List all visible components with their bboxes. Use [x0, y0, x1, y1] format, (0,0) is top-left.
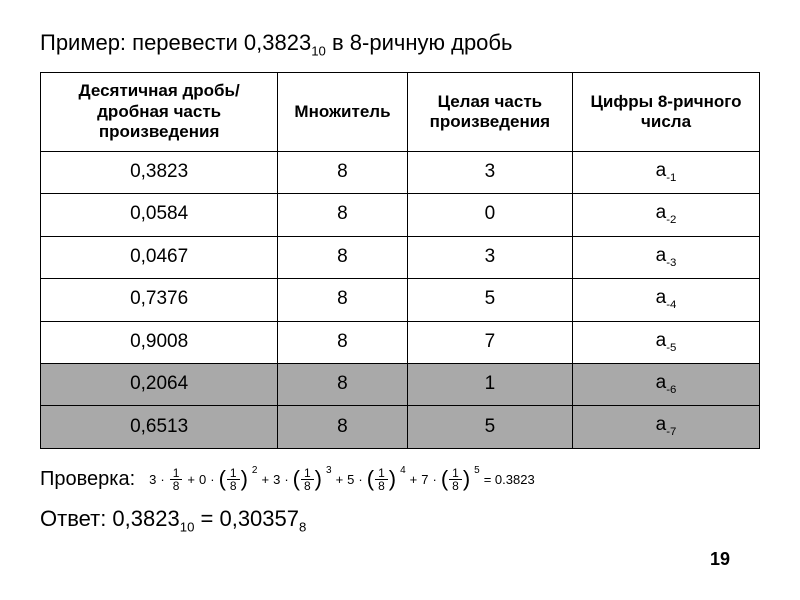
- cell-fraction: 0,9008: [41, 321, 278, 363]
- cell-fraction: 0,0467: [41, 236, 278, 278]
- cell-fraction: 0,0584: [41, 194, 278, 236]
- page-number: 19: [710, 549, 730, 570]
- verification-line: Проверка: 3 · 18 + 0 · (18)2 + 3 · (18)3…: [40, 467, 760, 492]
- term-exponent: 2: [252, 465, 258, 476]
- plus-sign: +: [187, 472, 195, 487]
- table-row: 0,737685а-4: [41, 279, 760, 321]
- term-coef: 0: [199, 472, 206, 487]
- cell-intpart: 5: [407, 279, 572, 321]
- dot-sign: ·: [210, 472, 214, 487]
- digit-base: а: [656, 330, 667, 351]
- cell-multiplier: 8: [278, 321, 407, 363]
- answer-mid: = 0,30357: [194, 506, 299, 531]
- dot-sign: ·: [284, 472, 288, 487]
- table-row: 0,046783а-3: [41, 236, 760, 278]
- term-coef: 3: [273, 472, 280, 487]
- cell-multiplier: 8: [278, 363, 407, 405]
- answer-base2: 8: [299, 519, 306, 534]
- table-row: 0,382383а-1: [41, 151, 760, 193]
- digit-subscript: -5: [666, 341, 676, 353]
- cell-intpart: 5: [407, 406, 572, 448]
- cell-fraction: 0,6513: [41, 406, 278, 448]
- term-exponent: 3: [326, 465, 332, 476]
- cell-fraction: 0,3823: [41, 151, 278, 193]
- paren-group: (18): [367, 467, 396, 492]
- plus-sign: +: [261, 472, 269, 487]
- digit-base: а: [656, 160, 667, 181]
- col-header-intpart: Целая часть произведения: [407, 73, 572, 151]
- col-header-fraction: Десятичная дробь/дробная часть произведе…: [41, 73, 278, 151]
- table-header-row: Десятичная дробь/дробная часть произведе…: [41, 73, 760, 151]
- dot-sign: ·: [432, 472, 436, 487]
- digit-subscript: -4: [666, 299, 676, 311]
- table-row: 0,651385а-7: [41, 406, 760, 448]
- digit-subscript: -2: [666, 214, 676, 226]
- title-suffix: в 8-ричную дробь: [326, 30, 513, 55]
- answer-base1: 10: [180, 519, 195, 534]
- term-coef: 7: [421, 472, 428, 487]
- cell-intpart: 3: [407, 236, 572, 278]
- cell-digit: а-5: [573, 321, 760, 363]
- formula-result: = 0.3823: [484, 472, 535, 487]
- cell-digit: а-1: [573, 151, 760, 193]
- digit-subscript: -6: [666, 384, 676, 396]
- cell-digit: а-7: [573, 406, 760, 448]
- term-coef: 3: [149, 472, 156, 487]
- cell-digit: а-3: [573, 236, 760, 278]
- cell-digit: а-6: [573, 363, 760, 405]
- cell-fraction: 0,7376: [41, 279, 278, 321]
- digit-base: а: [656, 287, 667, 308]
- check-label: Проверка:: [40, 468, 135, 491]
- check-formula: 3 · 18 + 0 · (18) 2 + 3 · (18) 3 + 5 · (18…: [149, 467, 535, 492]
- cell-intpart: 3: [407, 151, 572, 193]
- cell-multiplier: 8: [278, 279, 407, 321]
- term-exponent: 5: [474, 465, 480, 476]
- paren-group: (18): [441, 467, 470, 492]
- digit-base: а: [656, 245, 667, 266]
- cell-intpart: 0: [407, 194, 572, 236]
- answer-prefix: Ответ: 0,3823: [40, 506, 180, 531]
- example-title: Пример: перевести 0,382310 в 8-ричную др…: [40, 30, 760, 58]
- dot-sign: ·: [160, 472, 164, 487]
- paren-group: (18): [219, 467, 248, 492]
- cell-multiplier: 8: [278, 194, 407, 236]
- fraction: 18: [170, 467, 183, 492]
- digit-base: а: [656, 202, 667, 223]
- cell-digit: а-2: [573, 194, 760, 236]
- answer-line: Ответ: 0,382310 = 0,303578: [40, 506, 760, 534]
- cell-digit: а-4: [573, 279, 760, 321]
- cell-intpart: 1: [407, 363, 572, 405]
- term-coef: 5: [347, 472, 354, 487]
- cell-intpart: 7: [407, 321, 572, 363]
- plus-sign: +: [336, 472, 344, 487]
- conversion-table: Десятичная дробь/дробная часть произведе…: [40, 72, 760, 449]
- dot-sign: ·: [358, 472, 362, 487]
- title-prefix: Пример: перевести 0,3823: [40, 30, 311, 55]
- paren-group: (18): [293, 467, 322, 492]
- table-row: 0,900887а-5: [41, 321, 760, 363]
- digit-subscript: -7: [666, 426, 676, 438]
- term-exponent: 4: [400, 465, 406, 476]
- cell-multiplier: 8: [278, 236, 407, 278]
- digit-base: а: [656, 414, 667, 435]
- col-header-digits: Цифры 8-ричного числа: [573, 73, 760, 151]
- digit-subscript: -3: [666, 256, 676, 268]
- digit-base: а: [656, 372, 667, 393]
- cell-fraction: 0,2064: [41, 363, 278, 405]
- plus-sign: +: [410, 472, 418, 487]
- cell-multiplier: 8: [278, 151, 407, 193]
- cell-multiplier: 8: [278, 406, 407, 448]
- digit-subscript: -1: [666, 171, 676, 183]
- title-base1: 10: [311, 43, 326, 58]
- table-row: 0,058480а-2: [41, 194, 760, 236]
- col-header-multiplier: Множитель: [278, 73, 407, 151]
- table-row: 0,206481а-6: [41, 363, 760, 405]
